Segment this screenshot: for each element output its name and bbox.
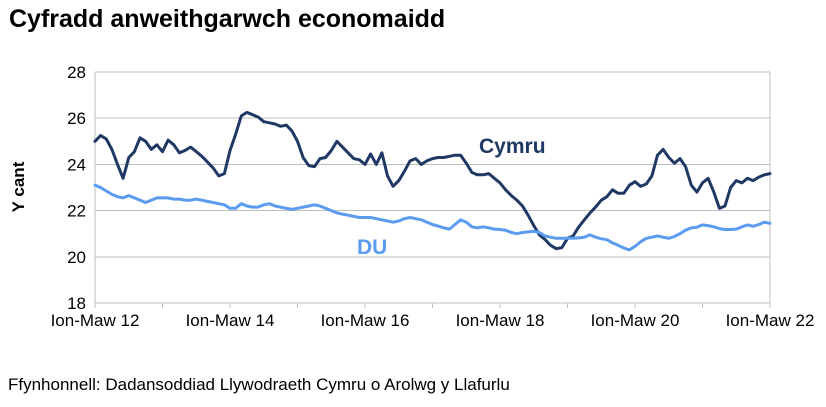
du-series-label: DU [357, 236, 387, 259]
y-tick-label: 22 [67, 202, 86, 221]
y-tick-label: 26 [67, 109, 86, 128]
y-tick-label: 18 [67, 294, 86, 313]
du-line [93, 183, 772, 252]
y-tick-label: 24 [67, 155, 86, 174]
x-tick-label: Ion-Maw 12 [51, 311, 140, 330]
source-note: Ffynhonnell: Dadansoddiad Llywodraeth Cy… [8, 375, 510, 394]
y-tick-label: 28 [67, 63, 86, 82]
x-tick-label: Ion-Maw 20 [591, 311, 680, 330]
cymru-series-label: Cymru [479, 135, 546, 158]
x-tick-label: Ion-Maw 22 [726, 311, 815, 330]
x-tick-label: Ion-Maw 18 [456, 311, 545, 330]
x-tick-label: Ion-Maw 16 [321, 311, 410, 330]
x-tick-label: Ion-Maw 14 [186, 311, 275, 330]
y-tick-label: 20 [67, 248, 86, 267]
page-title: Cyfradd anweithgarwch economaidd [9, 5, 446, 33]
cymru-line [93, 110, 772, 251]
